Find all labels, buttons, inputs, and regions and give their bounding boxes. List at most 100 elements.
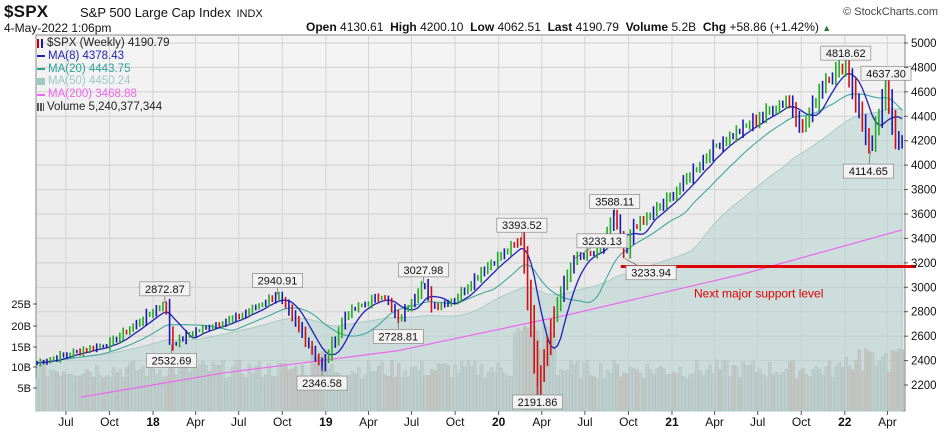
annotation-box <box>146 353 197 368</box>
exchange-label: INDX <box>236 8 263 20</box>
price-bars <box>36 55 903 404</box>
chg-value: +58.86 (+1.42%) <box>729 20 819 34</box>
high-value: 4200.10 <box>420 20 464 34</box>
volume-label: Volume <box>625 20 669 34</box>
low-label: Low <box>470 20 495 34</box>
legend-entry: MA(200) 3468.88 <box>37 88 170 101</box>
y-tick-label: 5000 <box>911 38 937 50</box>
x-tick-label: Jul <box>58 415 73 429</box>
y-tick-label: 2200 <box>911 380 937 392</box>
open-value: 4130.61 <box>340 20 384 34</box>
annotation-label: 3233.94 <box>631 268 671 280</box>
annotation-label: 2346.58 <box>302 378 342 390</box>
price-annotations: 2872.87 2532.69 2940.91 2346.58 2728.81 3027.… <box>139 45 912 410</box>
line-swatch-icon <box>37 93 45 96</box>
volume-tick-label: 15B <box>11 342 31 354</box>
legend-label: MA(50) 4450.24 <box>48 75 131 88</box>
legend-label: $SPX (Weekly) 4190.79 <box>47 37 170 49</box>
x-tick-label: Jul <box>231 415 246 429</box>
volume-value: 5.2B <box>671 20 697 34</box>
annotation-label: 2191.86 <box>518 397 558 409</box>
x-tick-label: 19 <box>319 415 333 429</box>
open-label: Open <box>306 20 337 34</box>
ma20-line <box>36 93 903 364</box>
support-label: Next major support level <box>694 287 823 301</box>
annotation-box <box>860 65 912 81</box>
low-value: 4062.51 <box>497 20 541 34</box>
ma8-path <box>36 72 903 364</box>
annotation-box <box>625 265 677 281</box>
annotation-box <box>252 273 303 288</box>
y-tick-label: 2600 <box>911 331 937 343</box>
area-swatch-icon <box>37 78 45 86</box>
up-triangle-icon: ▲ <box>822 23 832 33</box>
y-tick-label: 2400 <box>911 356 937 368</box>
y-tick-label: 4800 <box>911 62 937 74</box>
price-bar-icon <box>37 38 44 48</box>
annotation-box <box>139 281 191 297</box>
x-tick-label: 20 <box>492 415 506 429</box>
chart-symbol: $SPX <box>4 2 49 21</box>
y-tick-label: 3600 <box>911 209 937 221</box>
y-tick-label: 2800 <box>911 307 937 319</box>
y-tick-label: 3800 <box>911 185 937 197</box>
x-tick-label: 18 <box>146 415 160 429</box>
line-swatch-icon <box>37 67 45 70</box>
x-tick-label: Apr <box>359 415 378 429</box>
y-tick-label: 3200 <box>911 258 937 270</box>
y-tick-label: 4000 <box>911 160 937 172</box>
annotation-box <box>842 163 894 179</box>
annotation-label: 4637.30 <box>866 68 906 80</box>
legend-entry: $SPX (Weekly) 4190.79 <box>37 37 170 50</box>
annotation-box <box>576 233 628 249</box>
x-tick-label: Oct <box>792 415 811 429</box>
index-full-name: S&P 500 Large Cap Index <box>80 5 231 20</box>
annotation-label: 2872.87 <box>145 284 185 296</box>
x-tick-label: 21 <box>665 415 679 429</box>
x-tick-label: Oct <box>619 415 638 429</box>
x-tick-label: Jul <box>750 415 765 429</box>
y-tick-label: 4600 <box>911 87 937 99</box>
chart-legend: $SPX (Weekly) 4190.79 MA(8) 4378.43 MA(20)… <box>37 37 170 114</box>
x-tick-label: Jul <box>404 415 419 429</box>
high-label: High <box>390 20 417 34</box>
annotation-label: 4114.65 <box>849 166 888 178</box>
annotation-label: 2728.81 <box>378 331 418 343</box>
annotation-box <box>372 329 424 344</box>
annotation-box <box>512 394 563 410</box>
legend-label: MA(20) 4443.75 <box>48 62 131 75</box>
y-tick-label: 4200 <box>911 136 937 148</box>
annotation-box <box>397 262 449 278</box>
legend-entry: MA(20) 4443.75 <box>37 63 170 76</box>
annotation-box <box>820 45 872 61</box>
ma8-line <box>36 72 903 364</box>
x-tick-label: Oct <box>273 415 292 429</box>
x-tick-label: Apr <box>878 415 897 429</box>
volume-tick-label: 20B <box>11 321 31 333</box>
legend-entry: MA(50) 4450.24 <box>37 75 170 88</box>
annotation-label: 3233.13 <box>582 236 622 248</box>
legend-entry: Volume 5,240,377,344 <box>37 101 170 114</box>
legend-label: MA(8) 4378.43 <box>48 49 125 62</box>
annotation-label: 3588.11 <box>595 196 634 208</box>
x-tick-label: Apr <box>532 415 551 429</box>
x-tick-label: Apr <box>186 415 205 429</box>
last-value: 4190.79 <box>575 20 619 34</box>
x-tick-label: Oct <box>100 415 119 429</box>
annotation-label: 2940.91 <box>258 276 298 288</box>
annotation-box <box>296 375 348 391</box>
y-tick-label: 4400 <box>911 111 937 123</box>
y-tick-label: 3000 <box>911 282 937 294</box>
annotation-label: 3027.98 <box>404 265 444 277</box>
annotation-label: 2532.69 <box>152 355 192 367</box>
ma20-path <box>36 93 903 364</box>
volume-tick-label: 25B <box>11 299 31 311</box>
brand-watermark: © StockCharts.com <box>843 6 938 18</box>
x-tick-label: 22 <box>838 415 852 429</box>
last-label: Last <box>547 20 573 34</box>
volume-tick-label: 5B <box>18 383 31 395</box>
annotation-box <box>496 217 548 233</box>
annotation-box <box>589 194 641 209</box>
chart-date: 4-May-2022 1:06pm <box>4 21 112 35</box>
